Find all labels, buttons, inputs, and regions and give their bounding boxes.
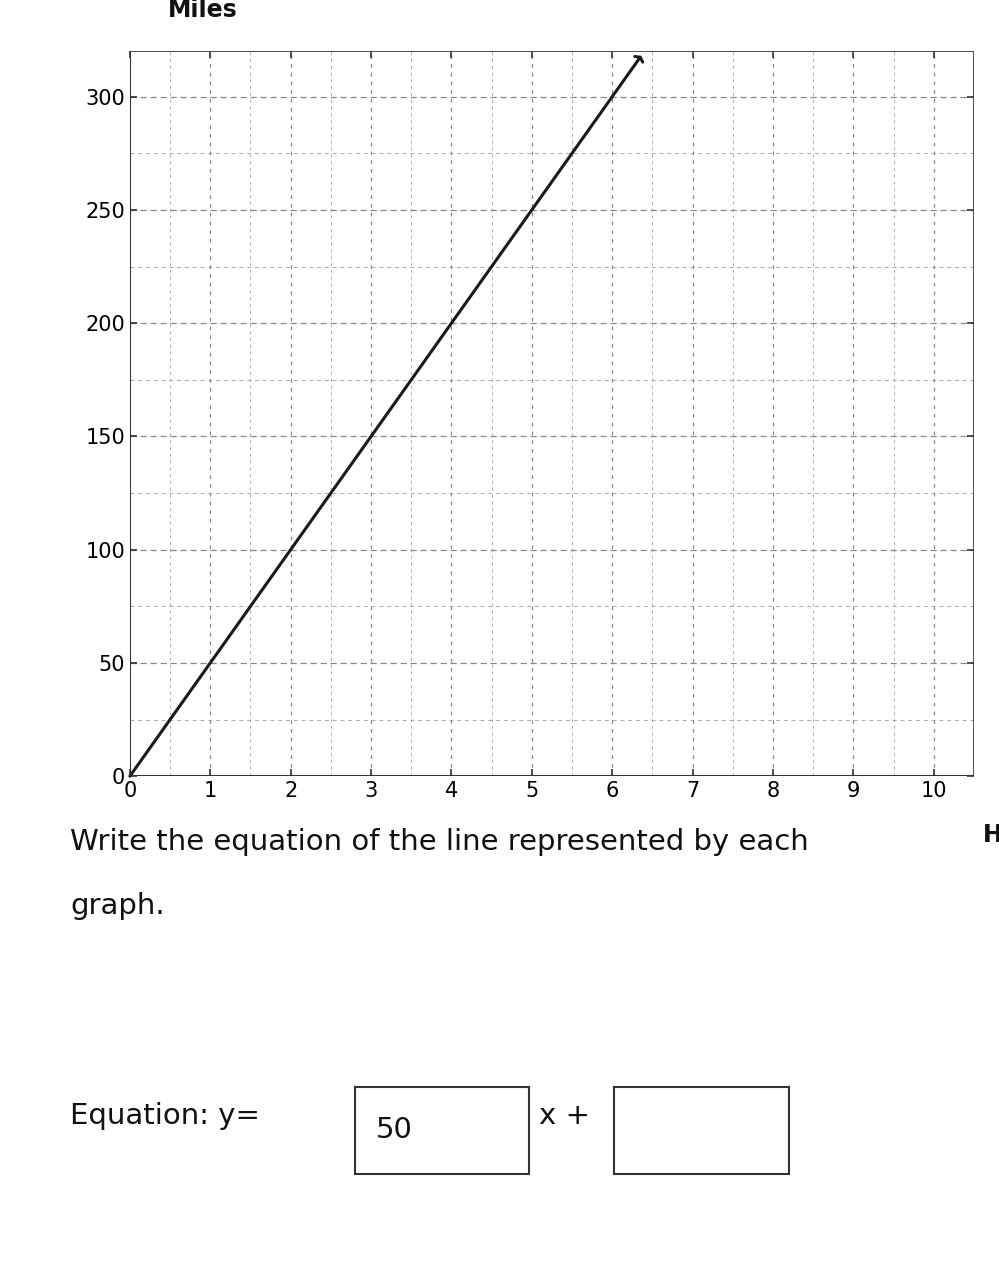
Text: x +: x + xyxy=(539,1102,590,1130)
Text: Write the equation of the line represented by each: Write the equation of the line represent… xyxy=(70,828,808,856)
Text: graph.: graph. xyxy=(70,892,165,920)
Text: 50: 50 xyxy=(376,1116,413,1144)
Text: Hours: Hours xyxy=(982,824,999,847)
Text: Equation: y=: Equation: y= xyxy=(70,1102,260,1130)
Text: Miles: Miles xyxy=(168,0,238,22)
